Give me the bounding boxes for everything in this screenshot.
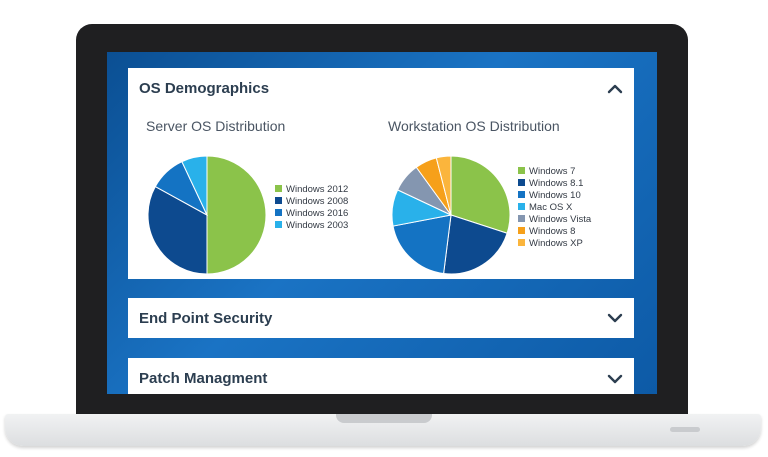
workstation-os-pie-chart xyxy=(391,155,511,275)
panel-title: Patch Managment xyxy=(139,370,268,387)
legend-entry-windows-8-1: Windows 8.1 xyxy=(518,178,583,189)
legend-swatch xyxy=(518,167,525,174)
laptop-notch xyxy=(336,414,432,423)
panel-header[interactable]: Patch Managment xyxy=(128,358,634,394)
legend-label: Windows 2012 xyxy=(286,184,349,195)
panel-header[interactable]: End Point Security xyxy=(128,298,634,338)
legend-label: Windows XP xyxy=(529,238,583,249)
server-os-pie-chart xyxy=(147,155,267,275)
legend-label: Windows 8.1 xyxy=(529,178,584,189)
pie-slice-windows-2008 xyxy=(147,185,208,275)
workstation-chart-title: Workstation OS Distribution xyxy=(388,118,560,134)
pie-slice-windows-2003 xyxy=(181,155,208,216)
legend-swatch xyxy=(275,185,282,192)
laptop-screen: OS Demographics Server OS Distribution W… xyxy=(107,52,657,394)
legend-swatch xyxy=(518,179,525,186)
legend-swatch xyxy=(518,203,525,210)
legend-entry-windows-vista: Windows Vista xyxy=(518,214,591,225)
panel-title: OS Demographics xyxy=(139,80,270,97)
pie-slice-windows-8-1 xyxy=(443,214,508,275)
legend-swatch xyxy=(518,227,525,234)
legend-entry-mac-os-x: Mac OS X xyxy=(518,202,572,213)
legend-entry-windows-2016: Windows 2016 xyxy=(275,208,348,219)
legend-label: Windows 2016 xyxy=(286,208,349,219)
legend-label: Windows 10 xyxy=(529,190,581,201)
legend-label: Windows Vista xyxy=(529,214,592,225)
panel-end-point-security: End Point Security xyxy=(128,298,634,338)
legend-entry-windows-8: Windows 8 xyxy=(518,226,575,237)
chevron-up-icon[interactable] xyxy=(606,80,624,98)
legend-swatch xyxy=(275,197,282,204)
pie-slice-windows-7 xyxy=(450,155,511,234)
legend-entry-windows-2012: Windows 2012 xyxy=(275,184,348,195)
laptop-indicator xyxy=(670,427,700,432)
server-chart-title: Server OS Distribution xyxy=(146,118,286,134)
legend-entry-windows-10: Windows 10 xyxy=(518,190,581,201)
legend-entry-windows-xp: Windows XP xyxy=(518,238,583,249)
pie-slice-windows-xp xyxy=(435,155,452,216)
legend-entry-windows-7: Windows 7 xyxy=(518,166,575,177)
legend-label: Windows 8 xyxy=(529,226,576,237)
chevron-down-icon[interactable] xyxy=(606,309,624,327)
legend-label: Windows 2003 xyxy=(286,220,349,231)
legend-swatch xyxy=(518,239,525,246)
pie-slice-windows-2012 xyxy=(206,155,267,275)
legend-label: Windows 2008 xyxy=(286,196,349,207)
legend-swatch xyxy=(518,191,525,198)
legend-entry-windows-2008: Windows 2008 xyxy=(275,196,348,207)
panel-os-demographics: OS Demographics Server OS Distribution W… xyxy=(128,68,634,279)
panel-title: End Point Security xyxy=(139,310,273,327)
legend-swatch xyxy=(275,221,282,228)
chevron-down-icon[interactable] xyxy=(606,370,624,388)
legend-label: Mac OS X xyxy=(529,202,573,213)
panel-header[interactable]: OS Demographics xyxy=(128,68,634,110)
legend-label: Windows 7 xyxy=(529,166,576,177)
legend-swatch xyxy=(275,209,282,216)
legend-swatch xyxy=(518,215,525,222)
pie-slice-windows-10 xyxy=(392,214,452,275)
panel-patch-managment: Patch Managment xyxy=(128,358,634,394)
legend-entry-windows-2003: Windows 2003 xyxy=(275,220,348,231)
